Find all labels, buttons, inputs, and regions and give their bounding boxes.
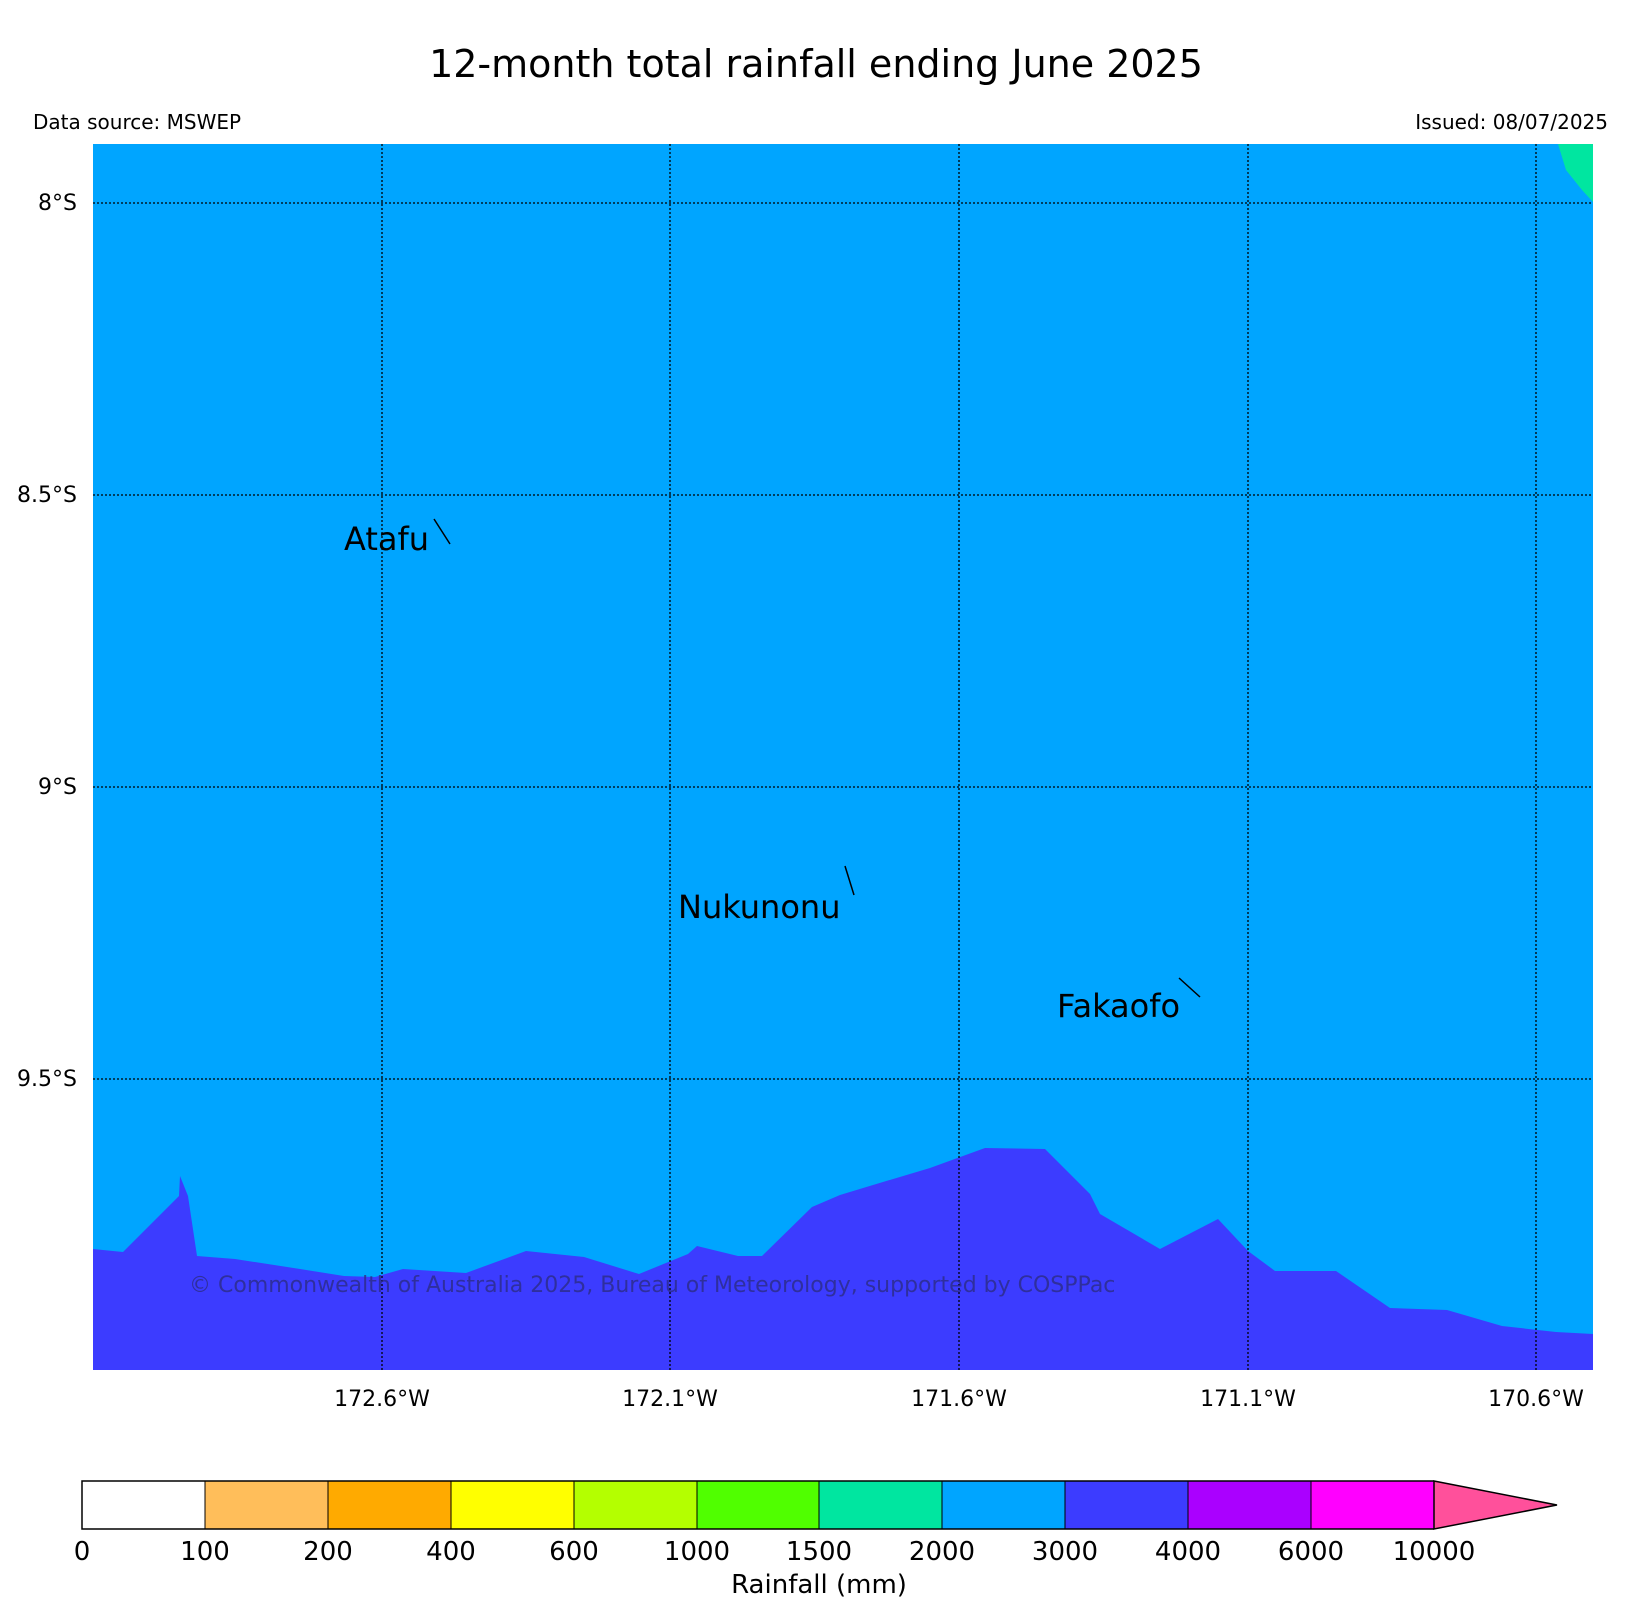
lat-label-9s: 9°S (38, 775, 77, 800)
colorbar-swatch-0-100 (82, 1481, 205, 1529)
colorbar-extend-arrow (1433, 1480, 1558, 1530)
colorbar-swatch-100-200 (205, 1481, 328, 1529)
nukunonu-island-outline (844, 865, 855, 896)
colorbar-swatch-3000-4000 (1065, 1481, 1188, 1529)
colorbar-swatch-1500-2000 (819, 1481, 942, 1529)
lat-label-8-5s: 8.5°S (17, 483, 77, 508)
atafu-island-outline (433, 518, 451, 545)
colorbar-tick-200: 200 (303, 1537, 353, 1567)
issued-date-label: Issued: 08/07/2025 (1415, 110, 1608, 134)
colorbar-tick-4000: 4000 (1155, 1537, 1221, 1567)
colorbar-tick-2000: 2000 (909, 1537, 975, 1567)
fakaofo-island-outline (1178, 977, 1201, 998)
place-label-fakaofo: Fakaofo (1057, 987, 1180, 1025)
colorbar-tick-600: 600 (549, 1537, 599, 1567)
colorbar-title: Rainfall (mm) (731, 1570, 907, 1600)
colorbar-swatch-2000-3000 (942, 1481, 1065, 1529)
copyright-notice: © Commonwealth of Australia 2025, Bureau… (189, 1273, 1115, 1298)
data-source-label: Data source: MSWEP (33, 110, 242, 134)
colorbar-swatch-200-400 (328, 1481, 451, 1529)
colorbar-tick-3000: 3000 (1032, 1537, 1098, 1567)
colorbar-swatch-4000-6000 (1188, 1481, 1311, 1529)
lat-label-9-5s: 9.5°S (17, 1067, 77, 1092)
lon-label-172-6w: 172.6°W (334, 1387, 430, 1412)
colorbar-swatch-400-600 (451, 1481, 574, 1529)
colorbar-swatch-1000-1500 (697, 1481, 819, 1529)
colorbar-tick-100: 100 (180, 1537, 230, 1567)
colorbar-tick-400: 400 (426, 1537, 476, 1567)
graticule (93, 144, 1593, 1370)
lat-label-8s: 8°S (38, 191, 77, 216)
colorbar-tick-0: 0 (74, 1537, 91, 1567)
place-label-nukunonu: Nukunonu (678, 888, 840, 926)
colorbar-tick-6000: 6000 (1278, 1537, 1344, 1567)
colorbar-tick-10000: 10000 (1393, 1537, 1476, 1567)
map-title: 12-month total rainfall ending June 2025 (429, 42, 1203, 86)
lon-label-172-1w: 172.1°W (622, 1387, 718, 1412)
lon-label-171-1w: 171.1°W (1200, 1387, 1296, 1412)
rainfall-band-2000-3000 (93, 144, 1593, 1370)
lon-label-170-6w: 170.6°W (1488, 1387, 1584, 1412)
colorbar-swatch-6000-10000 (1311, 1481, 1434, 1529)
rainfall-band-1500-2000 (1558, 144, 1593, 202)
place-label-atafu: Atafu (344, 520, 429, 558)
colorbar-legend: 0 100 200 400 600 1000 1500 2000 3000 40… (74, 1480, 1558, 1600)
lon-label-171-6w: 171.6°W (911, 1387, 1007, 1412)
rainfall-band-3000-4000 (93, 1148, 1593, 1370)
colorbar-tick-1000: 1000 (664, 1537, 730, 1567)
colorbar-tick-1500: 1500 (786, 1537, 852, 1567)
colorbar-swatch-600-1000 (574, 1481, 697, 1529)
